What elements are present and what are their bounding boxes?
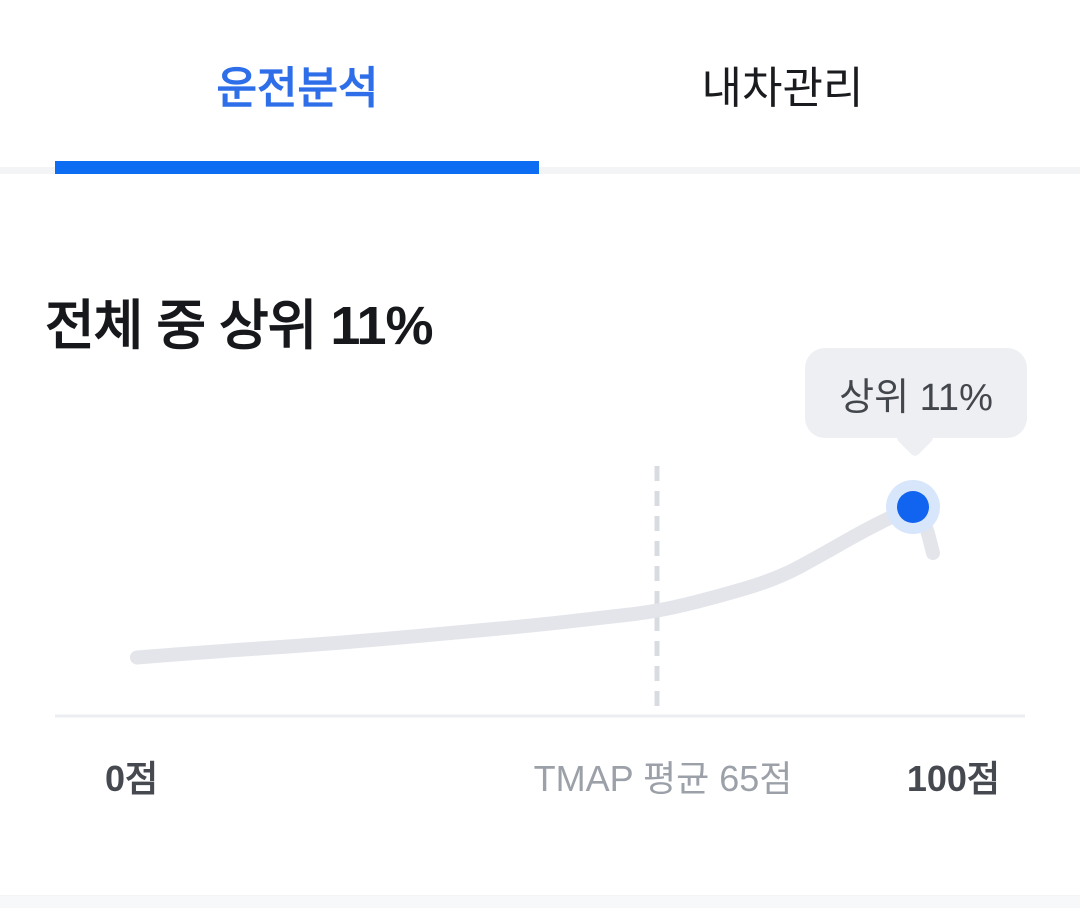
axis-label-average: TMAP 평균 65점: [533, 758, 793, 799]
axis-label-zero: 0점: [105, 758, 159, 799]
active-tab-underline: [55, 161, 539, 174]
tab-car-management[interactable]: 내차관리: [540, 0, 1025, 167]
distribution-curve: [130, 502, 940, 665]
axis-label-hundred: 100점: [906, 758, 1000, 799]
marker-tooltip: 상위 11%: [805, 348, 1027, 458]
marker-dot[interactable]: [897, 491, 929, 523]
tab-car-management-label: 내차관리: [701, 63, 864, 113]
tab-driving-analysis[interactable]: 운전분석: [55, 0, 540, 167]
next-section-edge: [0, 895, 1080, 908]
page-title: 전체 중 상위 11%: [45, 296, 434, 356]
tab-bar: 운전분석 내차관리: [0, 0, 1080, 174]
tabbar-divider: [0, 167, 1080, 174]
tab-driving-analysis-label: 운전분석: [216, 63, 379, 113]
marker-tooltip-label: 상위 11%: [839, 376, 993, 419]
